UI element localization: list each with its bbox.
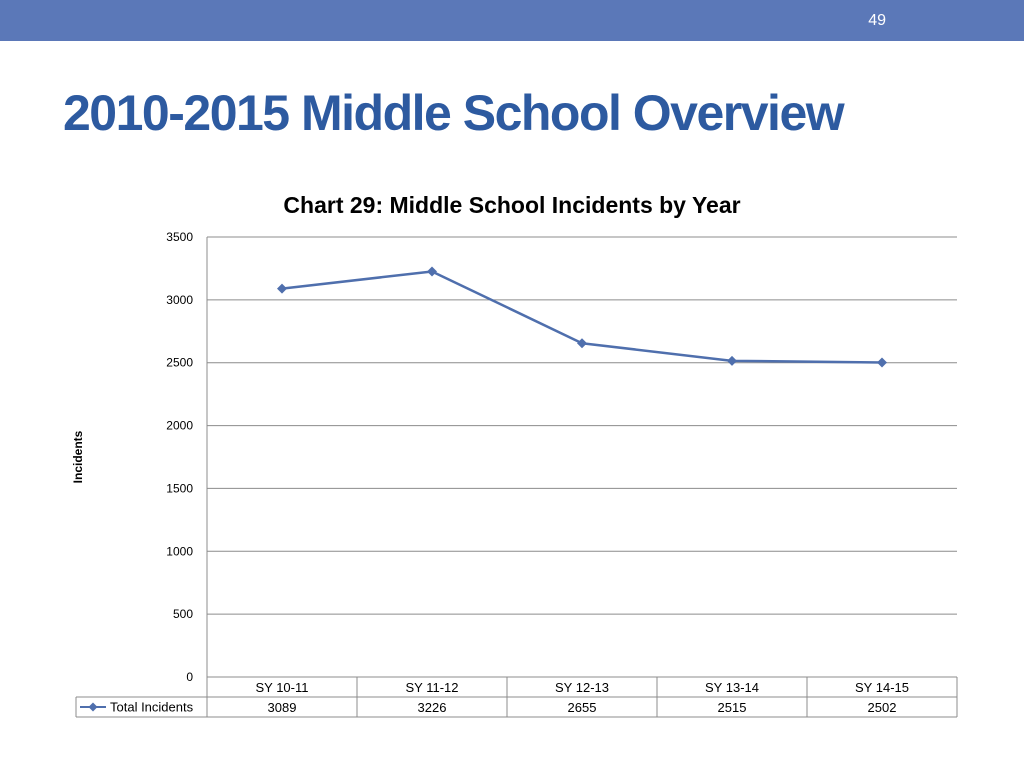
- data-table-value: 3089: [268, 700, 297, 715]
- data-table-value: 2515: [718, 700, 747, 715]
- y-tick-label: 500: [173, 607, 193, 621]
- x-category-label: SY 12-13: [555, 680, 609, 695]
- x-category-label: SY 11-12: [405, 680, 458, 695]
- data-table: SY 10-11 3089 SY 11-12 3226 SY 12-13 2655 SY 1…: [75, 676, 958, 718]
- legend-series-name: Total Incidents: [110, 700, 194, 715]
- chart-title: Chart 29: Middle School Incidents by Yea…: [283, 192, 740, 218]
- gridlines: [206, 236, 957, 717]
- x-category-label: SY 13-14: [705, 680, 759, 695]
- legend-marker-key: [88, 702, 98, 712]
- slide-number: 49: [868, 12, 886, 29]
- data-point-marker: [277, 283, 287, 294]
- y-axis-label: Incidents: [71, 430, 85, 483]
- header-bar: 49: [0, 0, 1024, 41]
- y-tick-label: 3000: [166, 293, 193, 307]
- y-tick-label: 3500: [166, 230, 193, 244]
- x-category-label: SY 14-15: [855, 680, 909, 695]
- series-line: [281, 270, 883, 364]
- data-point-marker: [577, 338, 587, 349]
- data-point-marker: [727, 355, 737, 366]
- series-total-incidents: [277, 266, 887, 368]
- y-tick-label: 1500: [166, 481, 193, 495]
- data-point-marker: [877, 357, 887, 368]
- slide-title: 2010-2015 Middle School Overview: [63, 85, 845, 141]
- data-table-value: 2655: [568, 700, 597, 715]
- data-table-value: 3226: [418, 700, 447, 715]
- y-tick-label: 1000: [166, 544, 193, 558]
- data-point-marker: [427, 266, 437, 277]
- y-tick-label: 0: [186, 670, 193, 684]
- y-tick-label: 2000: [166, 419, 193, 433]
- y-tick-labels: 0 500 1000 1500 2000 2500 3000 3500: [166, 230, 193, 684]
- data-table-value: 2502: [868, 700, 897, 715]
- y-tick-label: 2500: [166, 356, 193, 370]
- x-category-label: SY 10-11: [255, 680, 308, 695]
